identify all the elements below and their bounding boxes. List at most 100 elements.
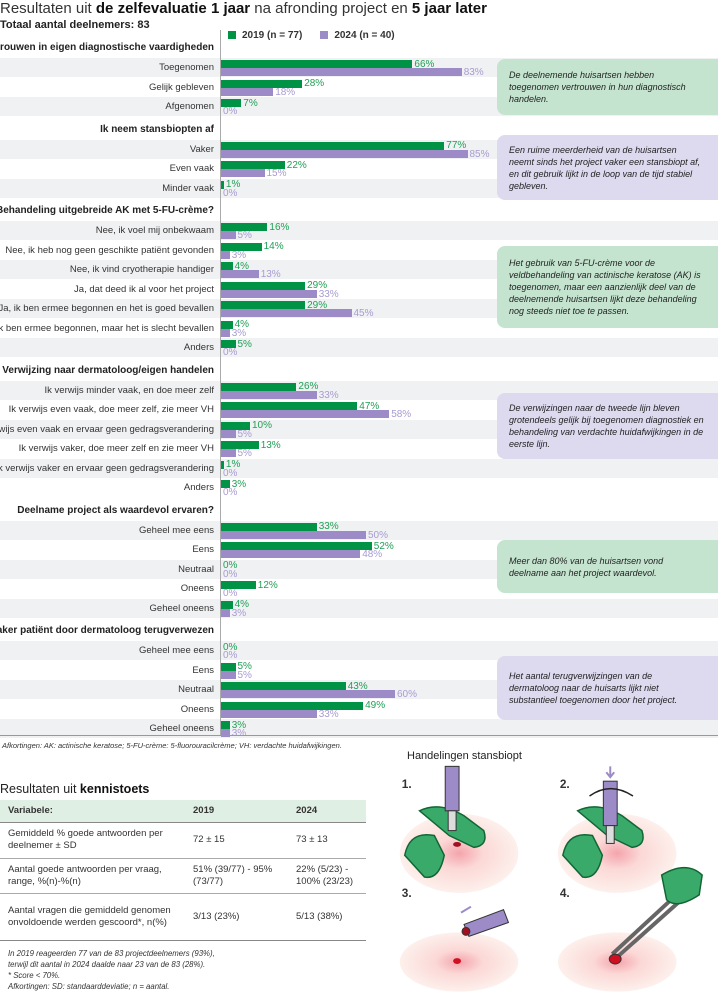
punch-tip-icon — [447, 810, 457, 832]
callout-waardevol: Meer dan 80% van de huisartsen vond deel… — [497, 540, 718, 593]
table-cell: 73 ± 13 — [288, 822, 366, 859]
value-label-2019: 3% — [231, 478, 247, 490]
value-label-2024: 13% — [260, 269, 281, 280]
value-label-2024: 3% — [231, 728, 247, 739]
callout-stansbiopten: Een ruime meerderheid van de huisartsen … — [497, 135, 718, 200]
category-label: Nee, ik heb nog geen geschikte patiënt g… — [5, 244, 214, 256]
value-label-2024: 5% — [237, 669, 252, 681]
value-label-2019: 3% — [231, 719, 247, 731]
bar-2024 — [221, 169, 265, 177]
arrow-icon — [460, 905, 472, 914]
category-label: Ja, ik ben ermee begonnen, maar het is s… — [0, 322, 214, 334]
note-line: Afkortingen: SD: standaarddeviatie; n = … — [8, 982, 170, 991]
category-label: Geheel mee eens — [139, 645, 214, 656]
bar-2019 — [221, 701, 364, 710]
bar-2019 — [221, 281, 306, 290]
category-label: Ja, dat deed ik al voor het project — [74, 283, 214, 295]
bar-2024 — [221, 530, 366, 539]
section-title: Verwijzing naar dermatoloog/eigen handel… — [2, 364, 214, 376]
bar-2019 — [221, 441, 259, 449]
category-label: Toegenomen — [159, 62, 214, 73]
bar-2019 — [221, 223, 268, 231]
bar-2019 — [221, 721, 230, 729]
value-label-2019: 47% — [359, 400, 380, 412]
bar-2019 — [221, 421, 250, 430]
bar-2024 — [221, 309, 352, 317]
step-number: 4. — [560, 886, 570, 900]
bar-2024 — [221, 709, 317, 718]
kennistoets-title: Resultaten uit kennistoets — [0, 782, 149, 796]
table-cell: 72 ± 15 — [185, 822, 288, 859]
value-label-2019: 33% — [318, 521, 339, 532]
value-label-2024: 0% — [223, 650, 238, 661]
kennistoets-notes: In 2019 reageerden 77 van de 83 projectd… — [8, 948, 368, 992]
step-4: 4. — [557, 866, 703, 992]
section-title: Vertrouwen in eigen diagnostische vaardi… — [0, 42, 214, 53]
category-label: Anders — [183, 482, 214, 493]
step-number: 1. — [402, 777, 412, 791]
category-label: Ik verwijs vaker, doe meer zelf en zie m… — [18, 443, 214, 454]
bar-2024 — [221, 729, 230, 737]
biopsy-punch-icon — [463, 909, 510, 937]
table-cell: 22% (5/23) - 100% (23/23) — [288, 858, 366, 894]
bar-2019 — [221, 682, 346, 690]
bar-2019 — [221, 480, 230, 488]
value-label-2024: 48% — [362, 549, 383, 560]
category-label: Minder vaak — [162, 182, 214, 194]
bar-2024 — [221, 328, 230, 337]
category-label: Neutraal — [178, 684, 214, 695]
section-title: Behandeling uitgebreide AK met 5-FU-crèm… — [0, 205, 214, 216]
arrow-down-icon — [605, 766, 615, 779]
title-bold: de zelfevaluatie 1 jaar — [95, 0, 251, 17]
category-label: Geheel oneens — [149, 602, 214, 614]
bar-2019 — [221, 522, 317, 531]
bar-2024 — [221, 68, 462, 76]
category-label: Ik verwijs vaker en ervaar geen gedragsv… — [0, 462, 214, 474]
value-label-2019: 77% — [446, 140, 467, 151]
tissue-sample-icon — [608, 953, 622, 965]
bar-2019 — [221, 542, 372, 550]
callout-terugverwijzing: Het aantal terugverwijzingen van de derm… — [497, 656, 718, 720]
table-cell: 5/13 (38%) — [288, 893, 366, 941]
value-label-2019: 7% — [243, 97, 258, 109]
category-row — [0, 598, 718, 618]
title-part: Resultaten uit — [0, 782, 80, 796]
table-cell: Aantal vragen die gemiddeld genomen onvo… — [0, 893, 185, 941]
value-label-2019: 10% — [252, 420, 273, 431]
category-label: Eens — [192, 544, 214, 555]
bar-2019 — [221, 180, 224, 189]
section-title: Vaker patiënt door dermatoloog terugverw… — [0, 625, 214, 636]
category-label: Ik verwijs even vaak en ervaar geen gedr… — [0, 423, 214, 435]
value-label-2024: 33% — [318, 708, 339, 720]
step-number: 3. — [402, 886, 412, 900]
column-header: Variabele: — [0, 800, 185, 823]
table-cell: 51% (39/77) - 95% (73/77) — [185, 858, 288, 894]
value-label-2019: 22% — [286, 159, 307, 171]
legend-label: 2019 (n = 77) — [242, 30, 303, 41]
title-part: na afronding project en — [250, 0, 412, 17]
bar-2019 — [221, 301, 306, 309]
legend-swatch — [320, 31, 329, 39]
column-header: 2024 — [288, 800, 366, 823]
bar-2019 — [221, 662, 236, 671]
bar-2024 — [221, 670, 236, 679]
value-label-2019: 29% — [307, 299, 328, 311]
value-label-2019: 26% — [298, 381, 319, 392]
value-label-2024: 85% — [469, 148, 490, 160]
bar-2019 — [221, 161, 285, 169]
title-part: Resultaten uit — [0, 0, 96, 17]
section-title: Deelname project als waardevol ervaren? — [17, 504, 214, 516]
category-label: Oneens — [180, 703, 214, 715]
value-label-2024: 60% — [397, 689, 418, 700]
table-row: Aantal goede antwoorden per vraag, range… — [0, 858, 366, 894]
kennistoets-table: Variabele: 2019 2024 Gemiddeld % goede a… — [0, 800, 366, 941]
value-label-2019: 29% — [307, 280, 328, 291]
bar-2024 — [221, 231, 236, 239]
value-label-2024: 0% — [223, 467, 238, 479]
value-label-2024: 3% — [231, 249, 247, 261]
category-label: Even vaak — [169, 163, 214, 174]
value-label-2024: 0% — [223, 588, 238, 599]
bar-2024 — [221, 289, 317, 298]
biopsy-punch-icon — [444, 765, 460, 812]
value-label-2019: 4% — [234, 599, 250, 610]
